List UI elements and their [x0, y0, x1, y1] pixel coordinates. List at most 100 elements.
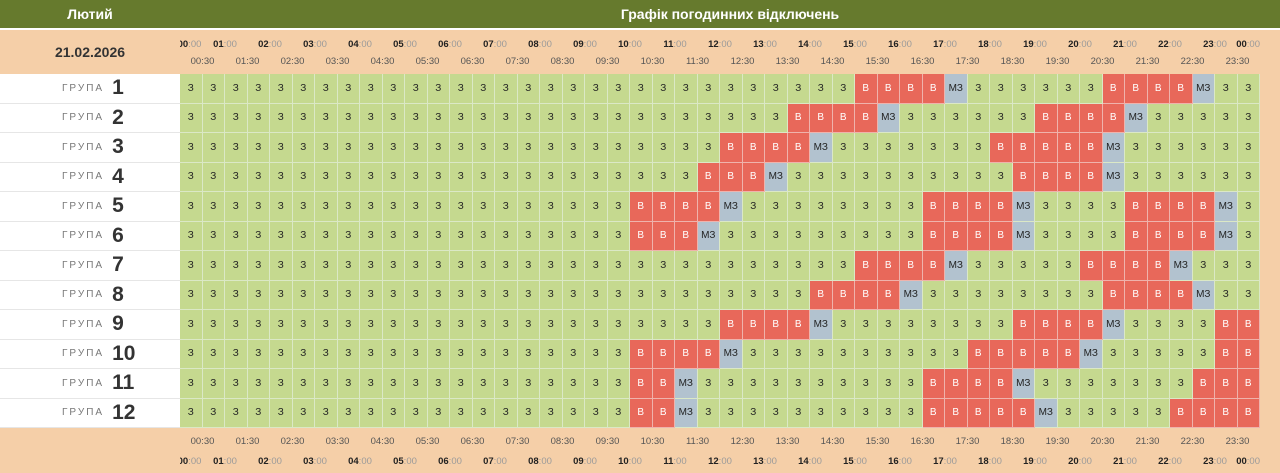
- group-number: 8: [112, 282, 124, 306]
- power-on-cell: З: [180, 192, 203, 222]
- bottom-hour-label: 00:00: [180, 456, 202, 467]
- power-on-cell: З: [450, 192, 473, 222]
- power-on-cell: З: [495, 280, 518, 310]
- outage-cell: В: [675, 221, 698, 251]
- power-on-cell: З: [630, 133, 653, 163]
- outage-cell: В: [697, 162, 720, 192]
- top-half-hour-label: 06:30: [460, 56, 485, 67]
- possible-outage-cell: МЗ: [1102, 133, 1125, 163]
- top-half-hour-label: 23:30: [1225, 56, 1250, 67]
- group-label: ГРУПА 6: [0, 221, 180, 251]
- power-on-cell: З: [765, 369, 788, 399]
- power-on-cell: З: [630, 74, 653, 104]
- group-word: ГРУПА: [62, 259, 105, 271]
- power-on-cell: З: [360, 133, 383, 163]
- power-on-cell: З: [337, 74, 360, 104]
- power-on-cell: З: [1170, 133, 1193, 163]
- power-on-cell: З: [517, 103, 540, 133]
- power-on-cell: З: [855, 339, 878, 369]
- power-on-cell: З: [742, 398, 765, 428]
- bottom-hour-label: 02:00: [258, 456, 282, 467]
- power-on-cell: З: [720, 280, 743, 310]
- power-on-cell: З: [427, 339, 450, 369]
- power-on-cell: З: [787, 369, 810, 399]
- top-hour-label: 06:00: [438, 39, 462, 50]
- power-on-cell: З: [427, 398, 450, 428]
- row-end-pad: [1260, 369, 1280, 399]
- power-on-cell: З: [450, 103, 473, 133]
- bottom-hour-label: 06:00: [438, 456, 462, 467]
- power-on-cell: З: [495, 251, 518, 281]
- power-on-cell: З: [337, 310, 360, 340]
- power-on-cell: З: [765, 74, 788, 104]
- power-on-cell: З: [1192, 133, 1215, 163]
- power-on-cell: З: [292, 133, 315, 163]
- outage-cell: В: [1192, 398, 1215, 428]
- power-on-cell: З: [697, 133, 720, 163]
- power-on-cell: З: [337, 280, 360, 310]
- bottom-half-hour-label: 21:30: [1135, 436, 1160, 447]
- schedule-title: Графік погодинних відключень: [180, 0, 1280, 30]
- power-on-cell: З: [945, 103, 968, 133]
- top-hour-label: 12:00: [708, 39, 732, 50]
- top-half-hour-label: 05:30: [415, 56, 440, 67]
- power-on-cell: З: [720, 369, 743, 399]
- bottom-hour-label: 19:00: [1023, 456, 1047, 467]
- row-end-pad: [1260, 339, 1280, 369]
- outage-cell: В: [630, 339, 653, 369]
- power-on-cell: З: [225, 103, 248, 133]
- top-hour-label: 15:00: [843, 39, 867, 50]
- power-on-cell: З: [855, 398, 878, 428]
- power-on-cell: З: [900, 369, 923, 399]
- bottom-half-hour-label: 00:30: [190, 436, 215, 447]
- outage-cell: В: [1057, 103, 1080, 133]
- power-on-cell: З: [945, 280, 968, 310]
- power-on-cell: З: [1237, 251, 1260, 281]
- power-on-cell: З: [405, 369, 428, 399]
- power-on-cell: З: [1035, 369, 1058, 399]
- power-on-cell: З: [540, 162, 563, 192]
- footer-left: [0, 428, 180, 473]
- power-on-cell: З: [292, 251, 315, 281]
- outage-cell: В: [1170, 74, 1193, 104]
- power-on-cell: З: [540, 398, 563, 428]
- power-on-cell: З: [292, 280, 315, 310]
- power-on-cell: З: [472, 339, 495, 369]
- outage-cell: В: [1147, 74, 1170, 104]
- power-on-cell: З: [270, 310, 293, 340]
- power-on-cell: З: [180, 251, 203, 281]
- power-on-cell: З: [472, 398, 495, 428]
- power-on-cell: З: [427, 74, 450, 104]
- bottom-hour-label: 20:00: [1068, 456, 1092, 467]
- power-on-cell: З: [315, 192, 338, 222]
- power-on-cell: З: [607, 339, 630, 369]
- top-half-hour-label: 17:30: [955, 56, 980, 67]
- outage-cell: В: [1125, 221, 1148, 251]
- outage-cell: В: [697, 192, 720, 222]
- power-on-cell: З: [225, 74, 248, 104]
- outage-cell: В: [855, 74, 878, 104]
- power-on-cell: З: [810, 369, 833, 399]
- bottom-hour-label: 15:00: [843, 456, 867, 467]
- power-on-cell: З: [495, 369, 518, 399]
- power-on-cell: З: [697, 103, 720, 133]
- outage-cell: В: [990, 369, 1013, 399]
- power-on-cell: З: [450, 221, 473, 251]
- power-on-cell: З: [765, 103, 788, 133]
- possible-outage-cell: МЗ: [1192, 74, 1215, 104]
- bottom-hour-label: 00:00: [1236, 456, 1260, 467]
- possible-outage-cell: МЗ: [1102, 310, 1125, 340]
- bottom-half-hour-label: 12:30: [730, 436, 755, 447]
- power-on-cell: З: [1035, 251, 1058, 281]
- power-on-cell: З: [495, 162, 518, 192]
- bottom-half-hour-label: 02:30: [280, 436, 305, 447]
- power-on-cell: З: [562, 133, 585, 163]
- power-on-cell: З: [1237, 280, 1260, 310]
- outage-cell: В: [967, 398, 990, 428]
- power-on-cell: З: [270, 103, 293, 133]
- top-half-hour-label: 03:30: [325, 56, 350, 67]
- power-on-cell: З: [427, 103, 450, 133]
- power-on-cell: З: [832, 310, 855, 340]
- outage-cell: В: [1012, 339, 1035, 369]
- power-on-cell: З: [1057, 369, 1080, 399]
